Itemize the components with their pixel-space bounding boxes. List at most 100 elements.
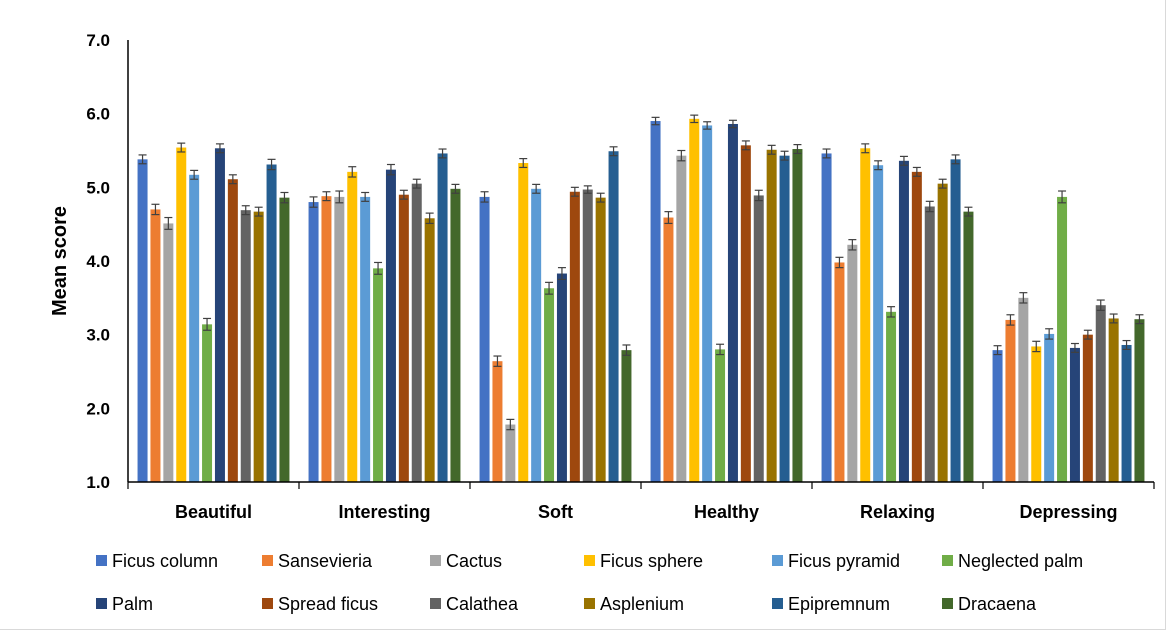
error-bar (1122, 339, 1131, 350)
error-bar (177, 142, 186, 153)
legend-swatch (262, 555, 273, 566)
y-tick-label: 7.0 (86, 31, 110, 50)
bar (479, 196, 490, 482)
legend-label: Ficus column (112, 551, 218, 571)
bar (1005, 319, 1016, 482)
bar (518, 163, 529, 483)
error-bar (532, 183, 541, 194)
error-bar (677, 149, 686, 162)
error-bar (1032, 340, 1041, 353)
legend-swatch (584, 598, 595, 609)
bar (202, 324, 213, 482)
series-palm (214, 119, 1080, 483)
error-bar (848, 239, 857, 251)
bar (385, 169, 396, 483)
bar (163, 223, 174, 482)
legend-item: Epipremnum (772, 594, 890, 614)
error-bar (203, 317, 212, 331)
bar (556, 273, 567, 482)
error-bar (545, 281, 554, 295)
bar (779, 155, 790, 482)
bar (308, 202, 319, 483)
x-category-label: Healthy (694, 502, 759, 522)
series-ficus-sphere (176, 114, 1042, 483)
error-bar (151, 203, 160, 216)
y-tick-label: 6.0 (86, 105, 110, 124)
bar (621, 350, 632, 482)
error-bar (951, 154, 960, 165)
bar (702, 125, 713, 482)
legend-item: Asplenium (584, 594, 684, 614)
bar (1095, 305, 1106, 482)
error-bar (938, 178, 947, 189)
error-bar (596, 192, 605, 203)
error-bar (703, 121, 712, 130)
error-bar (425, 212, 434, 225)
y-tick-label: 5.0 (86, 178, 110, 197)
bar (1108, 318, 1119, 482)
legend-swatch (96, 555, 107, 566)
legend-item: Ficus sphere (584, 551, 703, 571)
series-sansevieria (150, 191, 1016, 482)
x-category-label: Relaxing (860, 502, 935, 522)
bar (1018, 297, 1029, 482)
bar (398, 194, 409, 482)
bar (834, 262, 845, 482)
legend-swatch (772, 555, 783, 566)
error-bar (780, 150, 789, 161)
legend-swatch (262, 598, 273, 609)
error-bar (267, 158, 276, 171)
bar (137, 159, 148, 482)
legend-item: Sansevieria (262, 551, 373, 571)
error-bar (716, 343, 725, 356)
bar (411, 183, 422, 482)
legend-label: Sansevieria (278, 551, 373, 571)
bar (150, 209, 161, 482)
x-category-label: Beautiful (175, 502, 252, 522)
legend-item: Calathea (430, 594, 519, 614)
legend-label: Ficus sphere (600, 551, 703, 571)
error-bar (1019, 292, 1028, 304)
error-bar (1109, 313, 1118, 324)
bar (569, 191, 580, 482)
error-bar (1058, 190, 1067, 204)
legend-swatch (942, 555, 953, 566)
legend-item: Spread ficus (262, 594, 378, 614)
bar (424, 218, 435, 483)
bar (992, 350, 1003, 482)
y-tick-label: 2.0 (86, 399, 110, 418)
error-bar (1006, 314, 1015, 326)
bar (608, 151, 619, 482)
bar (240, 210, 251, 483)
bar (847, 244, 858, 482)
error-bar (280, 191, 289, 204)
legend-label: Ficus pyramid (788, 551, 900, 571)
error-bar (438, 148, 447, 159)
legend-swatch (430, 598, 441, 609)
x-category-label: Soft (538, 502, 573, 522)
error-bar (190, 169, 199, 180)
series-dracaena (279, 144, 1145, 483)
error-bar (322, 191, 331, 202)
bar (360, 196, 371, 482)
error-bar (583, 185, 592, 194)
bar (821, 153, 832, 483)
bar (911, 171, 922, 482)
error-bar (493, 355, 502, 367)
error-bar (309, 196, 318, 208)
bar (1134, 319, 1145, 482)
error-bar (690, 114, 699, 124)
error-bar (664, 211, 673, 225)
bar (950, 159, 961, 482)
bar (437, 153, 448, 483)
legend-item: Neglected palm (942, 551, 1083, 571)
error-bar (348, 166, 357, 178)
legend-item: Palm (96, 594, 153, 614)
error-bar (557, 267, 566, 281)
legend-label: Palm (112, 594, 153, 614)
bar (531, 188, 542, 482)
x-category-label: Interesting (338, 502, 430, 522)
legend-label: Calathea (446, 594, 519, 614)
error-bar (835, 256, 844, 269)
